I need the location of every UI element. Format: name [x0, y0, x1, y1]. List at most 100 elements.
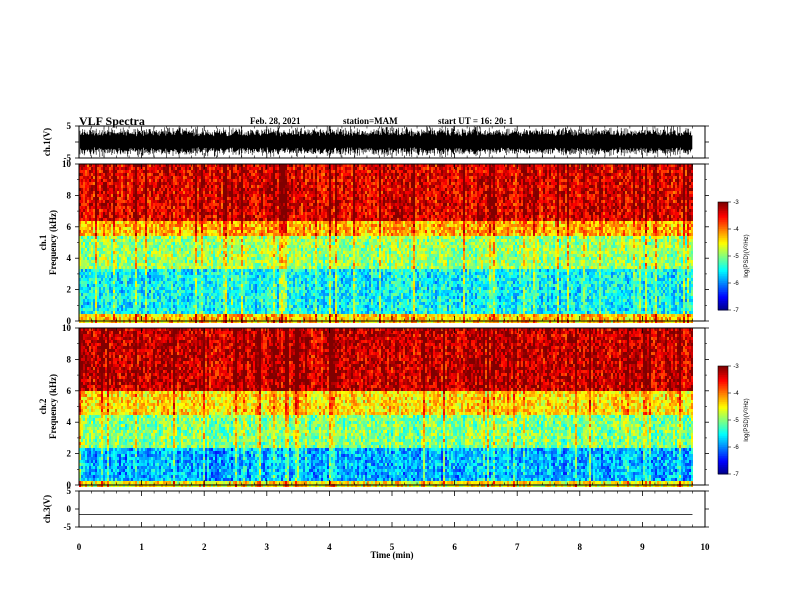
heatmap-cell	[115, 230, 117, 233]
heatmap-cell	[161, 314, 163, 317]
heatmap-cell	[259, 266, 261, 269]
heatmap-cell	[197, 269, 199, 272]
heatmap-cell	[119, 311, 121, 314]
heatmap-cell	[173, 278, 175, 281]
heatmap-cell	[177, 317, 179, 320]
heatmap-cell	[157, 224, 159, 227]
heatmap-cell	[169, 185, 171, 188]
heatmap-cell	[249, 275, 251, 278]
heatmap-cell	[79, 185, 81, 188]
heatmap-cell	[119, 206, 121, 209]
heatmap-cell	[237, 257, 239, 260]
heatmap-cell	[179, 203, 181, 206]
heatmap-cell	[105, 284, 107, 287]
heatmap-cell	[167, 194, 169, 197]
heatmap-cell	[103, 245, 105, 248]
heatmap-cell	[145, 230, 147, 233]
heatmap-cell	[159, 176, 161, 179]
heatmap-cell	[185, 254, 187, 257]
heatmap-cell	[97, 254, 99, 257]
heatmap-cell	[155, 233, 157, 236]
heatmap-cell	[149, 296, 151, 299]
heatmap-cell	[155, 287, 157, 290]
heatmap-cell	[109, 212, 111, 215]
heatmap-cell	[97, 224, 99, 227]
heatmap-cell	[99, 302, 101, 305]
heatmap-cell	[97, 230, 99, 233]
heatmap-cell	[211, 173, 213, 176]
heatmap-cell	[127, 233, 129, 236]
heatmap-cell	[139, 209, 141, 212]
heatmap-cell	[89, 179, 91, 182]
heatmap-cell	[129, 254, 131, 257]
heatmap-cell	[183, 230, 185, 233]
heatmap-cell	[83, 200, 85, 203]
heatmap-cell	[211, 317, 213, 320]
heatmap-cell	[191, 215, 193, 218]
heatmap-cell	[183, 260, 185, 263]
heatmap-cell	[205, 176, 207, 179]
heatmap-cell	[93, 257, 95, 260]
heatmap-cell	[219, 215, 221, 218]
heatmap-cell	[129, 221, 131, 224]
heatmap-cell	[199, 251, 201, 254]
heatmap-cell	[161, 317, 163, 320]
heatmap-cell	[233, 209, 235, 212]
heatmap-cell	[141, 308, 143, 311]
heatmap-cell	[153, 311, 155, 314]
heatmap-cell	[125, 248, 127, 251]
heatmap-cell	[129, 206, 131, 209]
heatmap-cell	[113, 191, 115, 194]
heatmap-cell	[129, 290, 131, 293]
heatmap-cell	[121, 200, 123, 203]
heatmap-cell	[227, 248, 229, 251]
heatmap-cell	[195, 290, 197, 293]
heatmap-cell	[209, 272, 211, 275]
heatmap-cell	[105, 269, 107, 272]
heatmap-cell	[193, 233, 195, 236]
heatmap-cell	[79, 287, 81, 290]
heatmap-cell	[145, 173, 147, 176]
heatmap-cell	[149, 233, 151, 236]
heatmap-cell	[89, 314, 91, 317]
heatmap-cell	[249, 284, 251, 287]
heatmap-cell	[181, 224, 183, 227]
heatmap-cell	[109, 233, 111, 236]
heatmap-cell	[241, 290, 243, 293]
heatmap-cell	[99, 287, 101, 290]
heatmap-cell	[95, 296, 97, 299]
heatmap-cell	[115, 218, 117, 221]
heatmap-cell	[173, 194, 175, 197]
heatmap-cell	[237, 191, 239, 194]
heatmap-cell	[103, 176, 105, 179]
heatmap-cell	[163, 305, 165, 308]
heatmap-cell	[89, 278, 91, 281]
heatmap-cell	[207, 215, 209, 218]
heatmap-cell	[103, 281, 105, 284]
heatmap-cell	[191, 173, 193, 176]
heatmap-cell	[139, 221, 141, 224]
heatmap-cell	[195, 239, 197, 242]
heatmap-cell	[193, 302, 195, 305]
heatmap-cell	[87, 272, 89, 275]
heatmap-cell	[183, 218, 185, 221]
heatmap-cell	[199, 209, 201, 212]
heatmap-cell	[153, 242, 155, 245]
heatmap-cell	[121, 275, 123, 278]
heatmap-cell	[167, 176, 169, 179]
heatmap-cell	[117, 173, 119, 176]
heatmap-cell	[219, 203, 221, 206]
heatmap-cell	[121, 224, 123, 227]
heatmap-cell	[233, 299, 235, 302]
heatmap-cell	[191, 227, 193, 230]
heatmap-cell	[243, 266, 245, 269]
heatmap-cell	[239, 206, 241, 209]
heatmap-cell	[209, 179, 211, 182]
heatmap-cell	[109, 206, 111, 209]
heatmap-cell	[151, 248, 153, 251]
heatmap-cell	[221, 206, 223, 209]
heatmap-cell	[259, 227, 261, 230]
heatmap-cell	[105, 260, 107, 263]
heatmap-cell	[157, 227, 159, 230]
heatmap-cell	[249, 236, 251, 239]
